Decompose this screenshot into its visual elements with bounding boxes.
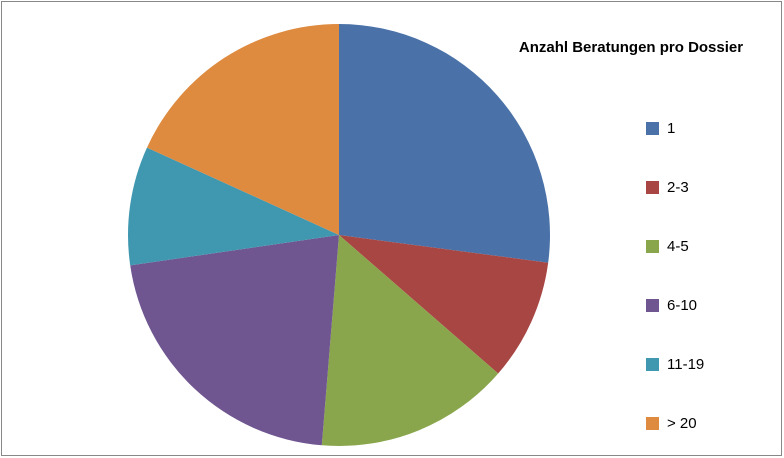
legend-label: 6-10	[667, 297, 697, 314]
legend-swatch	[646, 358, 659, 371]
pie-slice	[128, 147, 339, 266]
legend-swatch	[646, 299, 659, 312]
pie-slice	[130, 235, 339, 446]
legend-swatch	[646, 240, 659, 253]
chart-title: Anzahl Beratungen pro Dossier	[519, 39, 743, 56]
pie-slice	[339, 235, 549, 374]
pie-slice	[321, 235, 499, 446]
legend-swatch	[646, 181, 659, 194]
legend-label: > 20	[667, 415, 697, 432]
legend-label: 1	[667, 120, 675, 137]
legend-swatch	[646, 122, 659, 135]
legend-swatch	[646, 417, 659, 430]
pie-slice	[146, 24, 339, 235]
legend-label: 11-19	[667, 356, 704, 373]
legend-label: 4-5	[667, 238, 689, 255]
legend-label: 2-3	[667, 179, 689, 196]
pie-slice	[339, 24, 550, 263]
